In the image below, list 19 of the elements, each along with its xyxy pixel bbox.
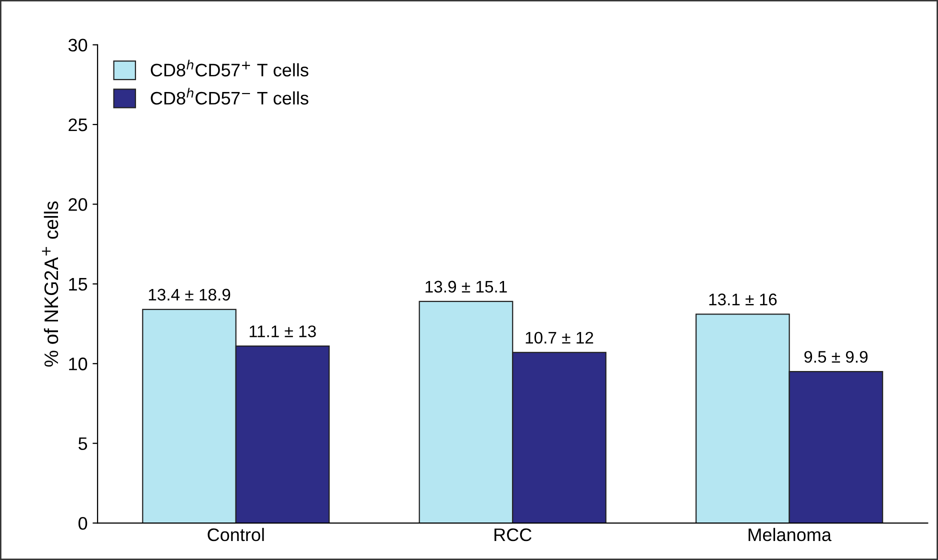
y-tick-label: 5 — [78, 437, 88, 450]
data-label: 13.9 ± 15.1 — [426, 280, 507, 293]
y-axis-title: % of NKG2A$^{+}$ cells — [42, 201, 58, 367]
y-tick-label: 15 — [69, 278, 88, 291]
data-label: 13.1 ± 16 — [709, 294, 777, 306]
y-tick-label: 20 — [68, 198, 88, 211]
y-tick-label: 30 — [68, 38, 88, 52]
x-tick-label: Control — [208, 528, 264, 542]
x-tick-label: RCC — [494, 528, 532, 542]
legend-label: CD8$^{h}$CD57$^{−}$ T cells — [150, 88, 308, 105]
data-label: 10.7 ± 12 — [526, 332, 594, 344]
legend-label: CD8$^{h}$CD57$^{+}$ T cells — [150, 60, 308, 76]
y-tick-label: 10 — [69, 358, 88, 370]
y-tick-label: 0 — [78, 516, 88, 530]
data-label: 13.4 ± 18.9 — [148, 288, 230, 301]
x-tick-label: Melanoma — [748, 528, 832, 542]
y-tick-label: 25 — [68, 118, 88, 132]
data-label: 9.5 ± 9.9 — [804, 350, 868, 363]
data-label: 11.1 ± 13 — [250, 325, 316, 338]
